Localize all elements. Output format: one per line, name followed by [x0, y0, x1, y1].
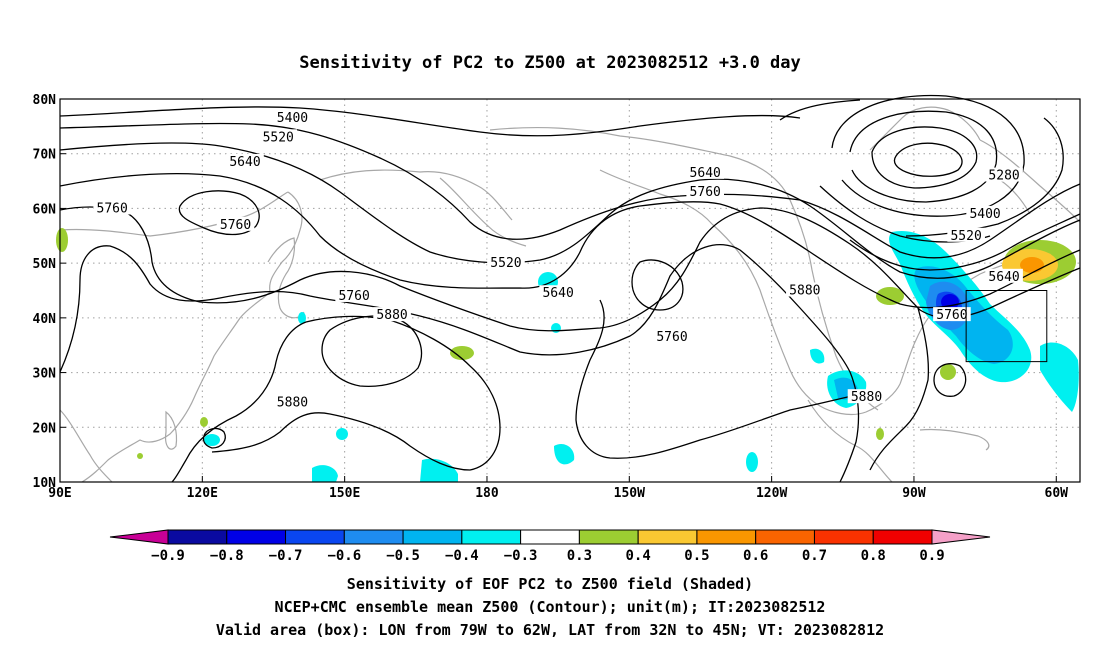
- lon-tick-label: 90E: [48, 486, 71, 501]
- caption-line-3: Valid area (box): LON from 79W to 62W, L…: [216, 621, 884, 639]
- contour-label: 5400: [277, 111, 308, 126]
- colorbar-label: 0.8: [861, 548, 886, 564]
- contour-label: 5760: [220, 218, 251, 233]
- lat-tick-label: 70N: [33, 148, 57, 163]
- contour-label-bg: [335, 287, 373, 302]
- contour-label: 5760: [656, 330, 687, 345]
- contour-label-bg: [273, 110, 312, 125]
- lon-tick-label: 180: [475, 486, 499, 501]
- lat-tick-label: 30N: [33, 367, 57, 382]
- contour-label: 5280: [988, 169, 1019, 184]
- lon-tick-label: 90W: [902, 486, 926, 501]
- colorbar-label: −0.5: [386, 548, 420, 564]
- colorbar: −0.9 −0.8 −0.7 −0.6 −0.5 −0.4 −0.3 0.3 0.4 0.5 0.6…: [109, 529, 991, 564]
- contour-label: 5640: [988, 270, 1019, 285]
- colorbar-label: −0.9: [151, 548, 185, 564]
- contour-label-bg: [686, 164, 725, 179]
- lon-tick-label: 150E: [329, 486, 360, 501]
- coastlines: [59, 106, 1081, 483]
- lat-tick-label: 20N: [33, 421, 57, 436]
- contour-label-bg: [373, 307, 411, 322]
- contour-label-bg: [985, 268, 1023, 283]
- contour-label-bg: [93, 200, 131, 215]
- colorbar-segment: [226, 529, 287, 545]
- valid-area-box: [965, 290, 1048, 363]
- colorbar-segment: [167, 529, 228, 545]
- colorbar-min-arrow: [109, 529, 169, 545]
- contour-label-bg: [786, 282, 824, 297]
- colorbar-segment: [813, 529, 874, 545]
- contour-label-bg: [933, 307, 971, 322]
- colorbar-segment: [285, 529, 345, 545]
- colorbar-label: 0.6: [743, 548, 768, 564]
- colorbar-segment: [343, 529, 404, 545]
- contour-label-bg: [947, 227, 985, 242]
- lat-tick-label: 10N: [33, 476, 57, 491]
- contour-label: 5880: [277, 396, 308, 411]
- lat-tick-label: 40N: [33, 312, 57, 327]
- colorbar-segment: [872, 529, 933, 545]
- contour-label: 5880: [851, 390, 882, 405]
- contour-label: 5880: [789, 284, 820, 299]
- contour-label-bg: [686, 184, 725, 199]
- map-frame: [59, 98, 1081, 483]
- contour-label-bg: [487, 255, 525, 270]
- contour-labels: 5400552056405760576055205640576058805640…: [93, 110, 1023, 411]
- contour-label: 5880: [376, 308, 407, 323]
- colorbar-max-arrow: [931, 529, 991, 545]
- colorbar-label: −0.4: [445, 548, 479, 564]
- contour-label-bg: [985, 167, 1023, 182]
- contour-label: 5760: [338, 289, 369, 304]
- colorbar-label: 0.5: [684, 548, 709, 564]
- lat-tick-label: 80N: [33, 93, 57, 108]
- contour-label: 5760: [936, 308, 967, 323]
- colorbar-label: 0.7: [802, 548, 827, 564]
- contour-label: 5520: [950, 229, 981, 244]
- lon-tick-label: 120W: [756, 486, 787, 501]
- colorbar-segment: [578, 529, 639, 545]
- colorbar-label: −0.6: [327, 548, 361, 564]
- lat-tick-label: 50N: [33, 257, 57, 272]
- lon-tick-label: 60W: [1045, 486, 1069, 501]
- contour-label: 5760: [97, 201, 128, 216]
- colorbar-segment: [696, 529, 757, 545]
- contour-label-bg: [273, 394, 312, 409]
- contour-label: 5400: [969, 207, 1000, 222]
- lon-tick-label: 120E: [187, 486, 218, 501]
- contour-label-bg: [226, 153, 264, 168]
- map-panel: 5400552056405760576055205640576058805640…: [33, 93, 1081, 501]
- caption-line-1: Sensitivity of EOF PC2 to Z500 field (Sh…: [347, 575, 753, 593]
- contour-label: 5520: [490, 256, 521, 271]
- colorbar-segment: [461, 529, 522, 545]
- contour-label: 5640: [542, 286, 573, 301]
- contour-label-bg: [539, 285, 577, 300]
- colorbar-label: −0.7: [269, 548, 303, 564]
- colorbar-segment: [755, 529, 815, 545]
- colorbar-segment: [637, 529, 698, 545]
- lat-tick-label: 60N: [33, 202, 57, 217]
- contour-label: 5640: [690, 166, 721, 181]
- colorbar-label: −0.3: [504, 548, 538, 564]
- contour-label-bg: [847, 389, 886, 404]
- contour-label-bg: [653, 329, 691, 344]
- colorbar-label: 0.3: [567, 548, 592, 564]
- colorbar-label: −0.8: [210, 548, 244, 564]
- contour-label: 5640: [229, 155, 260, 170]
- colorbar-label: 0.9: [919, 548, 944, 564]
- colorbar-segment: [402, 529, 463, 545]
- contour-label-bg: [966, 205, 1004, 220]
- map-title: Sensitivity of PC2 to Z500 at 2023082512…: [299, 53, 801, 73]
- contour-label-bg: [216, 216, 255, 231]
- caption-line-2: NCEP+CMC ensemble mean Z500 (Contour); u…: [275, 598, 826, 616]
- colorbar-segment: [520, 529, 580, 545]
- contour-label: 5760: [690, 185, 721, 200]
- contour-label-bg: [259, 129, 298, 144]
- lon-tick-label: 150W: [614, 486, 645, 501]
- contour-label: 5520: [263, 130, 294, 145]
- colorbar-label: 0.4: [626, 548, 651, 564]
